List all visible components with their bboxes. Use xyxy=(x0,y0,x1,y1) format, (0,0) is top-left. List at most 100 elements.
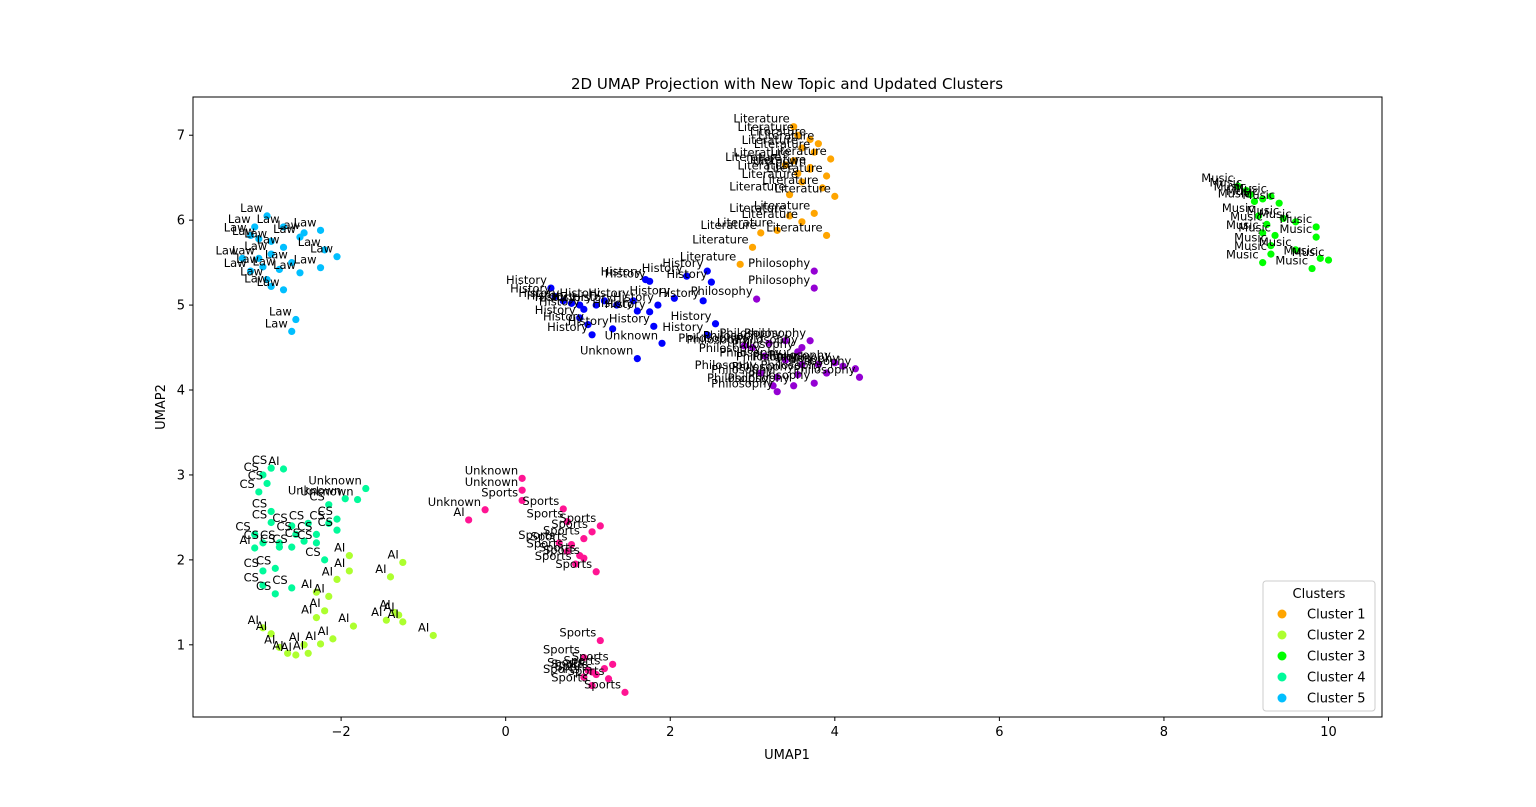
point-label: History xyxy=(527,288,568,302)
data-point xyxy=(1275,199,1283,207)
point-label: Unknown xyxy=(308,474,361,488)
data-point xyxy=(263,212,271,220)
point-label: Music xyxy=(1279,222,1312,236)
point-label: AI xyxy=(334,556,345,570)
point-label: Sports xyxy=(568,664,605,678)
point-label: AI xyxy=(371,605,382,619)
data-point xyxy=(1234,182,1242,190)
point-label: CS xyxy=(318,515,333,529)
point-label: Music xyxy=(1226,184,1259,198)
x-axis-title: UMAP1 xyxy=(764,748,810,763)
point-label: CS xyxy=(309,490,324,504)
point-label: Law xyxy=(244,226,267,240)
data-point xyxy=(251,530,259,538)
y-tick-label: 2 xyxy=(177,553,185,568)
point-label: AI xyxy=(388,547,399,561)
point-label: History xyxy=(662,320,703,334)
data-point xyxy=(1267,250,1275,258)
data-point xyxy=(288,543,296,551)
data-point xyxy=(740,342,748,350)
data-point xyxy=(321,607,329,615)
point-label: Law xyxy=(215,243,238,257)
point-label: Law xyxy=(224,256,247,270)
data-point xyxy=(650,322,658,330)
point-label: AI xyxy=(289,630,300,644)
point-label: Sports xyxy=(559,511,596,525)
data-point xyxy=(259,581,267,589)
data-point xyxy=(1259,195,1267,203)
data-point xyxy=(395,611,403,619)
point-label: CS xyxy=(260,532,275,546)
point-label: CS xyxy=(272,532,287,546)
point-label: Law xyxy=(265,316,288,330)
point-label: CS xyxy=(309,508,324,522)
point-label: Sports xyxy=(559,626,596,640)
point-label: Law xyxy=(236,252,259,266)
data-point xyxy=(1267,192,1275,200)
data-point xyxy=(600,297,609,305)
point-label: Literature xyxy=(700,218,756,232)
point-label: CS xyxy=(244,556,259,570)
data-point xyxy=(806,337,814,345)
point-label: History xyxy=(551,290,592,304)
point-label: History xyxy=(535,303,576,317)
point-label: Law xyxy=(277,218,300,232)
point-label: CS xyxy=(305,545,320,559)
data-point xyxy=(703,331,711,339)
legend-entry: Cluster 5 xyxy=(1307,692,1366,707)
data-point xyxy=(588,528,596,536)
point-label: Law xyxy=(240,201,263,215)
point-label: Philosophy xyxy=(736,333,798,347)
point-label: Philosophy xyxy=(777,351,839,365)
point-label: Philosophy xyxy=(752,350,814,364)
data-point xyxy=(333,515,341,523)
data-point xyxy=(321,246,329,254)
point-label: Music xyxy=(1247,203,1280,217)
point-label: AI xyxy=(293,638,304,652)
points-layer xyxy=(238,123,1333,696)
data-point xyxy=(1316,254,1324,262)
data-point xyxy=(703,267,711,275)
data-point xyxy=(572,560,580,568)
data-point xyxy=(292,315,300,324)
data-point xyxy=(288,259,296,267)
point-label: Music xyxy=(1242,188,1275,202)
data-point xyxy=(399,618,407,626)
point-label: Law xyxy=(294,253,317,267)
data-point xyxy=(621,688,629,696)
y-axis: 1 2 3 4 5 6 7 xyxy=(177,129,193,653)
point-label: Unknown xyxy=(753,154,806,168)
data-point xyxy=(1312,233,1320,241)
data-point xyxy=(246,267,255,275)
point-label: AI xyxy=(264,632,275,646)
data-point xyxy=(1259,259,1267,267)
point-label: Literature xyxy=(742,207,798,221)
data-point xyxy=(267,237,275,245)
data-point xyxy=(748,343,757,352)
data-point xyxy=(798,218,806,226)
data-point xyxy=(312,530,321,538)
data-point xyxy=(296,233,304,241)
point-label: History xyxy=(510,282,551,296)
x-tick-label: 4 xyxy=(831,725,839,740)
data-point xyxy=(613,301,621,309)
point-label: Sports xyxy=(531,530,568,544)
point-label: Philosophy xyxy=(761,358,823,372)
data-point xyxy=(596,636,604,645)
data-point xyxy=(592,301,600,309)
point-label: CS xyxy=(256,579,271,593)
point-label: Sports xyxy=(518,528,555,542)
point-label: History xyxy=(662,256,703,270)
data-point xyxy=(345,552,353,560)
point-label: AI xyxy=(388,607,399,621)
point-label: AI xyxy=(375,562,386,576)
data-point xyxy=(707,278,715,286)
data-point xyxy=(592,670,600,679)
data-point xyxy=(312,614,321,622)
point-label: History xyxy=(658,286,699,300)
point-label: AI xyxy=(338,611,349,625)
data-point xyxy=(670,294,678,302)
legend-marker xyxy=(1277,630,1287,640)
point-label: History xyxy=(506,273,547,287)
data-point xyxy=(806,135,814,144)
